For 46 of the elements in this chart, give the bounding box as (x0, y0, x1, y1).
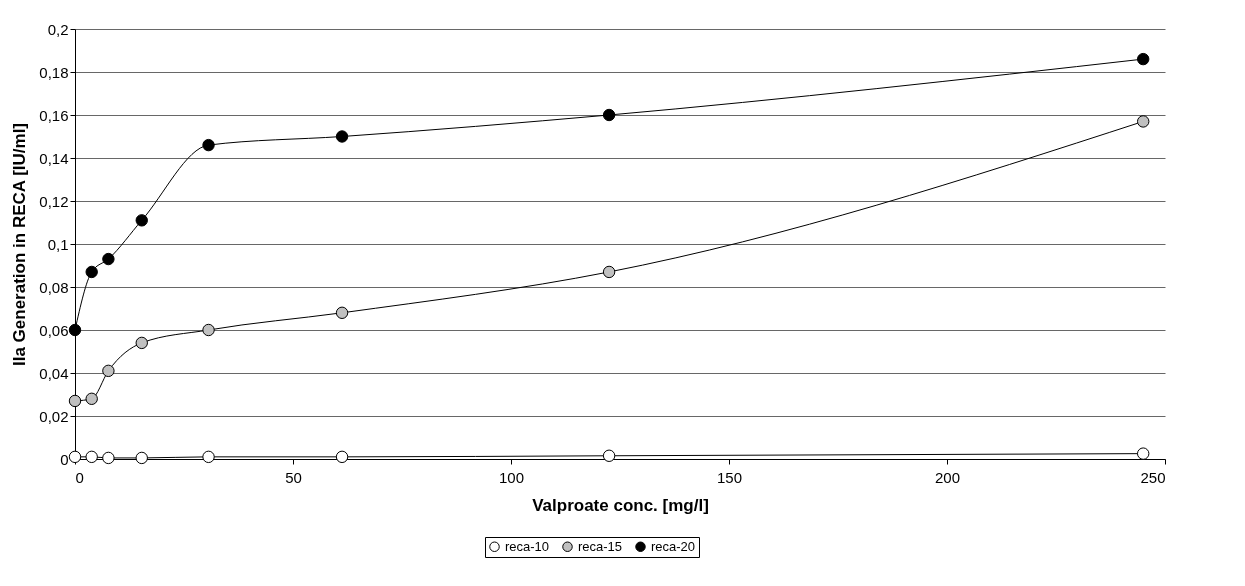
point (102, 451, 115, 465)
point (135, 214, 148, 227)
y-tick-label: 0,16 (39, 106, 69, 124)
y-tick-label: 0,08 (39, 278, 69, 296)
y-tick-label: 0,1 (47, 235, 69, 253)
point (135, 336, 148, 350)
y-tick-label: 0,02 (39, 407, 69, 425)
point (102, 364, 115, 378)
x-tick-label: 150 (716, 468, 743, 486)
point (85, 265, 98, 279)
point (85, 450, 98, 464)
point (602, 449, 616, 462)
point (202, 323, 215, 337)
point (202, 138, 215, 152)
y-axis-title: IIa Generation in RECA [IU/ml] (10, 122, 30, 367)
y-tick-label: 0,04 (39, 364, 69, 382)
point (102, 252, 115, 266)
point (68, 323, 82, 337)
point (1137, 115, 1150, 128)
point (68, 450, 82, 464)
point (202, 450, 215, 464)
y-tick-label: 0,2 (47, 20, 69, 38)
x-tick-label: 250 (1140, 468, 1166, 486)
point (135, 451, 148, 465)
point (85, 392, 98, 405)
x-tick-label: 200 (934, 468, 961, 486)
x-axis-title: Valproate conc. [mg/l] (532, 495, 709, 515)
x-tick-label: 0 (75, 468, 84, 486)
y-tick-label: 0,18 (39, 63, 69, 81)
point (335, 306, 349, 319)
x-tick-label: 100 (498, 468, 525, 486)
point (335, 450, 349, 464)
y-tick-label: 0,06 (39, 321, 69, 339)
legend-label: reca-20 (651, 538, 696, 554)
legend-label: reca-15 (578, 538, 623, 554)
x-tick-label: 50 (285, 468, 302, 486)
y-tick-label: 0,14 (39, 149, 69, 167)
point (335, 130, 349, 143)
legend-label: reca-10 (505, 538, 550, 554)
y-tick-label: 0,12 (39, 192, 69, 210)
point (602, 265, 616, 279)
point (1137, 52, 1150, 66)
y-tick-label: 0 (60, 450, 69, 468)
point (68, 394, 82, 408)
point (602, 108, 616, 122)
point (1137, 447, 1150, 460)
